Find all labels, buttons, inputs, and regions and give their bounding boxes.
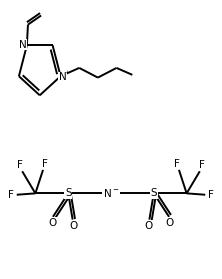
Text: F: F [174, 159, 180, 169]
Text: S: S [65, 188, 71, 198]
Text: O: O [69, 221, 78, 231]
Text: $^+$: $^+$ [63, 70, 70, 79]
Text: O: O [49, 218, 57, 228]
Text: F: F [208, 190, 214, 200]
Text: N: N [19, 40, 27, 49]
Text: S: S [151, 188, 157, 198]
Text: F: F [199, 160, 205, 170]
Text: F: F [8, 190, 14, 200]
Text: F: F [42, 159, 48, 169]
Text: O: O [144, 221, 153, 231]
Text: O: O [165, 218, 173, 228]
Text: N: N [59, 72, 67, 82]
Text: N$^-$: N$^-$ [103, 187, 119, 199]
Text: F: F [17, 160, 23, 170]
